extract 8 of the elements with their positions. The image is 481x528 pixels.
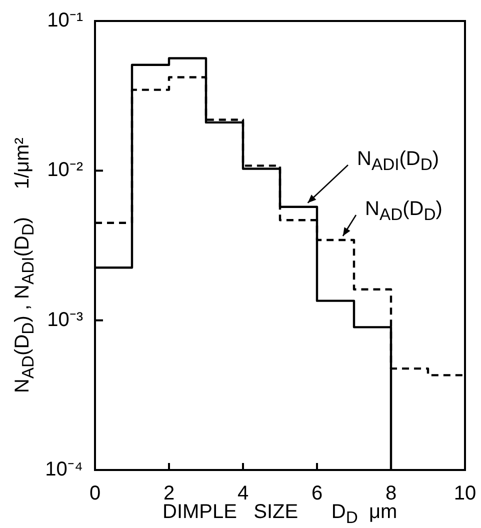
text: N$_{ADI}$(D$_{D}$) <box>357 148 440 174</box>
y-tick-label: 10⁻² <box>47 159 84 182</box>
series-label: N$_{AD}$(D$_{D}$) <box>365 198 442 224</box>
x-tick-label: 0 <box>89 482 101 505</box>
y-tick-label: 10⁻⁴ <box>45 458 83 481</box>
x-tick-label: 10 <box>454 482 476 505</box>
y-tick-label: 10⁻¹ <box>47 10 84 32</box>
y-tick-label: 10⁻³ <box>47 308 84 331</box>
